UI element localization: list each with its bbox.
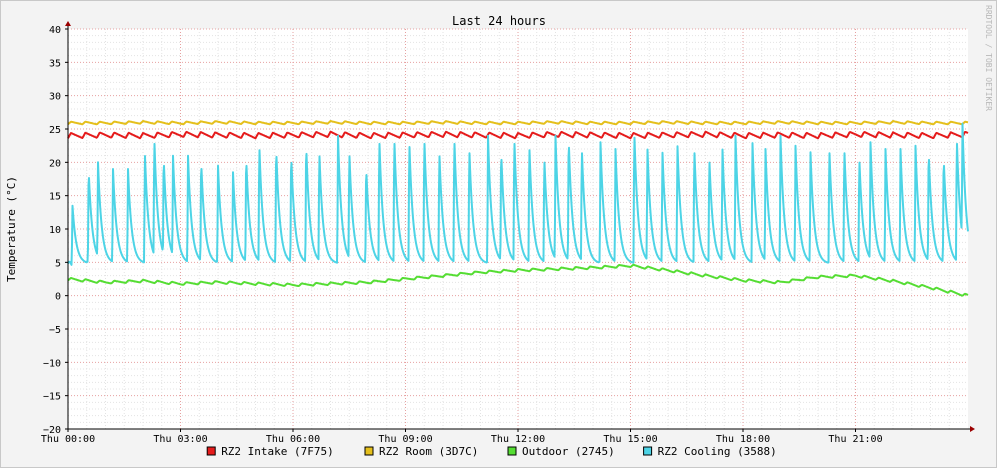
y-tick-label: −10 [43, 358, 61, 369]
watermark: RRDTOOL / TOBI OETIKER [984, 5, 993, 111]
y-tick-label: 0 [55, 292, 61, 303]
x-tick-label: Thu 00:00 [41, 434, 95, 445]
y-tick-label: 5 [55, 258, 61, 269]
legend-swatch [364, 446, 374, 456]
series-line [67, 120, 969, 126]
series-line [67, 122, 969, 266]
legend-label: RZ2 Room (3D7C) [379, 445, 478, 458]
y-tick-label: 10 [49, 225, 61, 236]
y-tick-label: 35 [49, 58, 61, 69]
x-tick-label: Thu 06:00 [266, 434, 320, 445]
legend-swatch [206, 446, 216, 456]
y-axis-label: Temperature (°C) [5, 176, 18, 282]
legend-label: RZ2 Intake (7F75) [221, 445, 334, 458]
chart-title: Last 24 hours [452, 14, 546, 28]
legend: RZ2 Intake (7F75) RZ2 Room (3D7C) Outdoor … [206, 445, 777, 458]
y-tick-labels: −20 −15 −10 −5 0 5 10 15 20 25 30 35 40 [43, 25, 68, 436]
y-tick-label: 30 [49, 92, 61, 103]
x-tick-label: Thu 21:00 [828, 434, 882, 445]
y-tick-label: −5 [49, 325, 61, 336]
y-axis-arrow [65, 21, 71, 26]
x-axis-arrow [970, 426, 975, 432]
x-tick-label: Thu 15:00 [603, 434, 657, 445]
y-tick-label: −15 [43, 392, 61, 403]
x-tick-label: Thu 03:00 [153, 434, 207, 445]
y-tick-label: 25 [49, 125, 61, 136]
legend-swatch [643, 446, 653, 456]
y-tick-label: −20 [43, 425, 61, 436]
legend-label: Outdoor (2745) [522, 445, 615, 458]
axes-layer [65, 21, 975, 432]
series-line [67, 263, 969, 297]
legend-swatch [507, 446, 517, 456]
x-tick-label: Thu 18:00 [716, 434, 770, 445]
x-tick-label: Thu 09:00 [378, 434, 432, 445]
x-tick-labels: Thu 00:00 Thu 03:00 Thu 06:00 Thu 09:00 Thu … [41, 429, 883, 445]
y-tick-label: 15 [49, 192, 61, 203]
legend-label: RZ2 Cooling (3588) [658, 445, 777, 458]
y-tick-label: 40 [49, 25, 61, 36]
series-line [67, 130, 969, 140]
x-tick-label: Thu 12:00 [491, 434, 545, 445]
y-tick-label: 20 [49, 158, 61, 169]
series-layer [67, 120, 969, 297]
